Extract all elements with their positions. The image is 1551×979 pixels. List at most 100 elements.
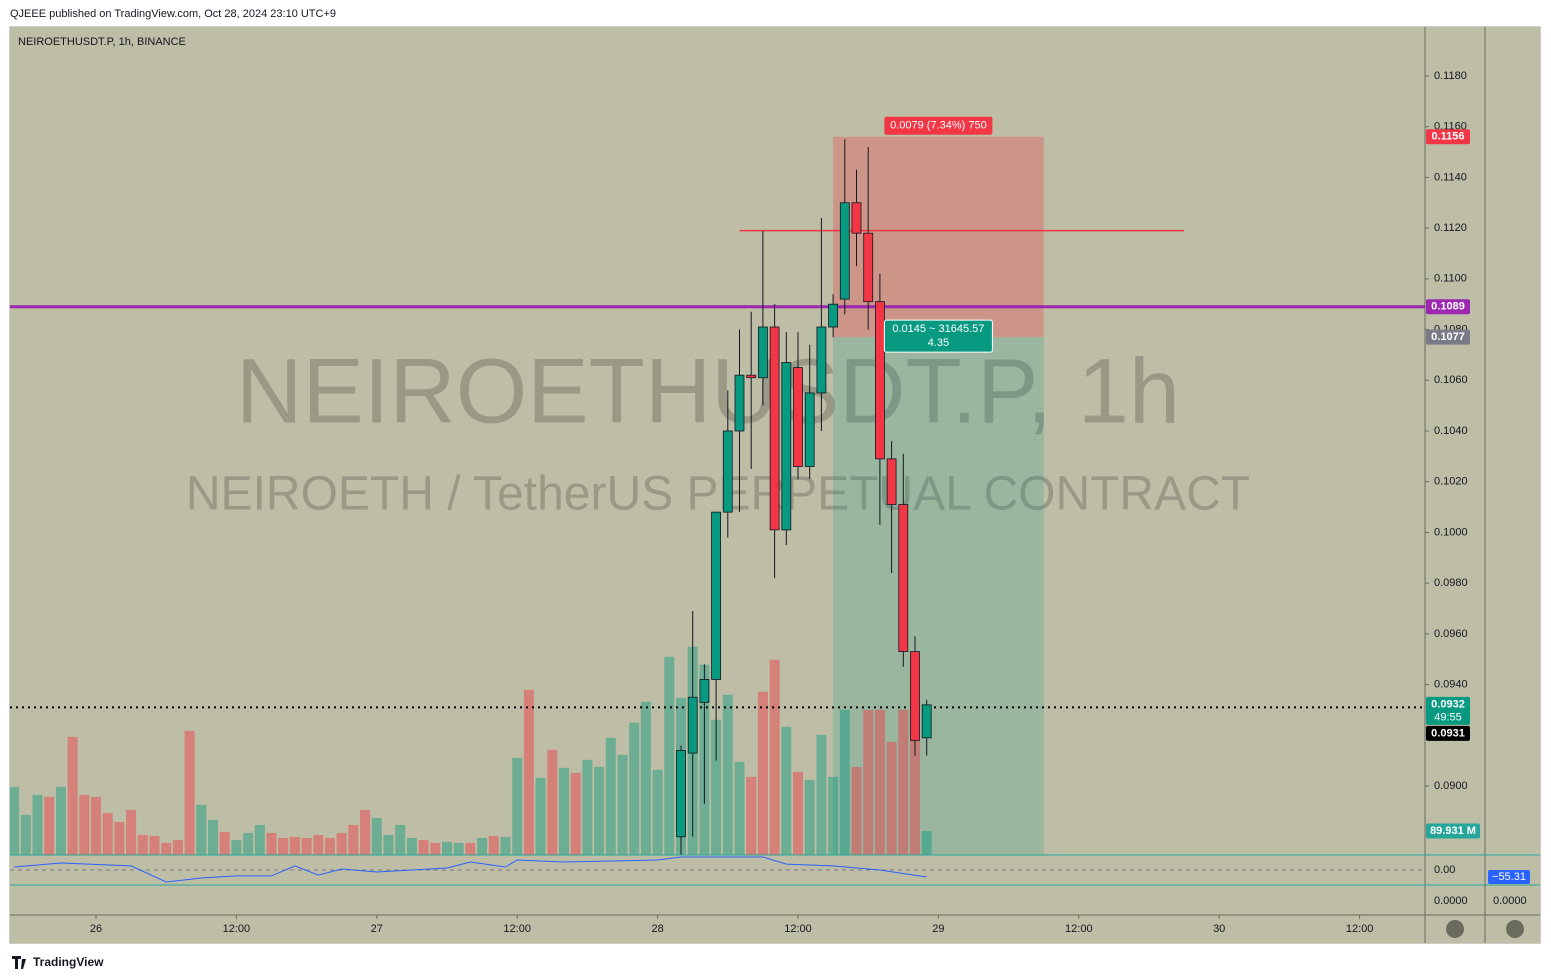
volume-bar [137,834,148,855]
settings-button[interactable] [1506,920,1524,938]
x-tick-label: 12:00 [784,923,812,935]
volume-bar [605,737,616,855]
volume-bar [898,709,909,855]
stop-label: 0.0079 (7.34%) 750 [890,120,987,132]
volume-bar [512,757,523,855]
settings-button[interactable] [1446,920,1464,938]
volume-bar [289,836,300,855]
candle-body [816,326,827,394]
volume-bar [219,831,230,855]
volume-bar [91,796,101,855]
candle-body [804,392,815,467]
volume-bar [921,830,932,855]
tv-logo [12,956,26,969]
target-zone [833,337,1044,855]
volume-bar [828,776,839,855]
volume-bar [629,722,640,855]
volume-bar [406,837,417,855]
volume-bar [430,842,441,855]
volume-bar [67,736,78,855]
x-tick-label: 12:00 [503,923,531,935]
candle-body [828,303,838,328]
candle-body [921,704,932,739]
volume-bar [793,771,803,855]
volume-bar [465,842,476,855]
candle-body [676,750,686,838]
volume-bar [243,832,254,855]
volume-bar [910,707,920,855]
volume-bar [874,709,885,855]
volume-bar [20,814,31,855]
price-label-box [1426,299,1470,315]
volume-bar [172,839,183,855]
y-tick-label: 0.1100 [1434,273,1467,285]
volume-bar [488,835,499,855]
volume-bar [55,786,66,855]
overlay: 0.11800.11600.11400.11200.11000.10800.10… [10,70,1540,935]
volume-bar [10,786,20,855]
volume-bar [746,776,757,855]
y-tick-label: 0.1040 [1434,425,1468,437]
volume-bar [523,689,534,855]
volume-bar [839,709,850,855]
volume-bar [336,832,347,855]
candle-body [769,326,780,531]
y-tick-label: 0.0940 [1434,678,1468,690]
volume-bar [863,709,874,855]
price-axis-background [1425,27,1540,943]
candle-body [898,504,909,653]
countdown-label: 49:55 [1434,711,1462,723]
footer-brand: TradingView [33,955,104,969]
price-label-box [1426,129,1470,145]
volume-bar [395,824,406,855]
volume-bar [559,767,569,855]
volume-bar [582,759,593,855]
price-label: 0.1077 [1431,331,1465,343]
time-axis-background [10,915,1425,943]
y-tick-label: 0.1020 [1434,476,1468,488]
volume-bar [477,837,488,855]
candle-body [758,326,768,379]
candle-body [886,458,897,505]
x-tick-label: 28 [651,923,663,935]
volume-bar [371,817,382,855]
volume-bar [734,761,745,855]
candle-body [839,202,850,300]
candle-body [863,232,874,303]
y-tick-label: 0.1000 [1434,526,1468,538]
volume-bar [313,834,324,855]
volume-bar [570,772,581,855]
volume-bar [184,730,195,855]
volume-bar [594,766,605,855]
volume-bar [44,796,55,855]
x-tick-label: 12:00 [1065,923,1093,935]
volume-bar [535,777,546,855]
volume-bar [266,832,277,855]
volume-bar [161,842,172,855]
candle-body [722,430,733,513]
price-label-box [1426,725,1470,741]
price-label-box [1426,329,1470,345]
stop-label-box [884,116,993,135]
candle-body [781,362,792,531]
pnl-label: 4.35 [928,337,949,349]
oscillator-line [14,856,927,883]
volume-bar [32,794,43,855]
y-tick-label: 0.0980 [1434,577,1468,589]
lower-pane-tick-label: 0.0000 [1434,895,1468,907]
volume-bar [114,821,125,855]
volume-bar [816,734,827,855]
volume-bar [418,839,429,855]
lower-pane-tick-label: 0.0000 [1493,895,1527,907]
oscillator-tick-label: 0.00 [1434,864,1455,876]
volume-bar [442,841,452,855]
y-tick-label: 0.1180 [1434,70,1467,82]
candle-body [711,511,721,680]
volume-bar [301,837,312,855]
volume-bar [360,809,371,855]
volume-bar [640,701,651,855]
y-tick-label: 0.0960 [1434,628,1468,640]
volume-label: 89.931 M [1430,825,1476,837]
pnl-label: 0.0145 ~ 31645.57 [892,323,984,335]
price-pane [10,136,1425,855]
